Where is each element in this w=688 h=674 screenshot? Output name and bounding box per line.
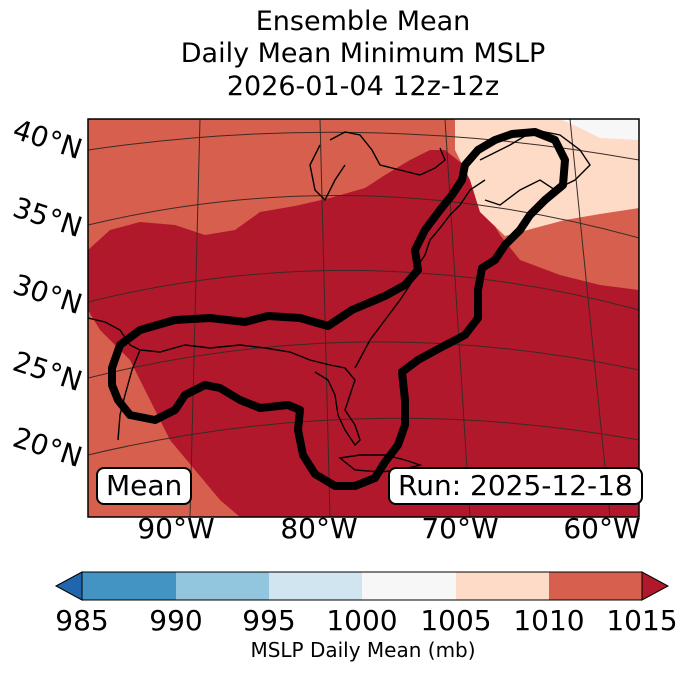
colorbar-segment-995-1000 xyxy=(269,572,362,600)
colorbar-frame xyxy=(81,571,643,601)
colorbar-tick-990: 990 xyxy=(149,604,203,637)
colorbar-extend-low xyxy=(54,571,83,601)
colorbar-segment-990-995 xyxy=(176,572,269,600)
lon-label-60w: 60°W xyxy=(563,512,641,545)
field-band-1010-1015-corner xyxy=(88,119,260,210)
colorbar-tick-995: 995 xyxy=(242,604,296,637)
colorbar-extend-high xyxy=(641,571,670,601)
colorbar-segment-1000-1005 xyxy=(362,572,456,600)
colorbar-tick-985: 985 xyxy=(55,604,109,637)
field-band-1000-1005 xyxy=(560,119,639,140)
lon-label-80w: 80°W xyxy=(280,512,358,545)
colorbar-tick-1010: 1010 xyxy=(513,604,585,637)
lon-label-70w: 70°W xyxy=(421,512,499,545)
colorbar xyxy=(54,571,670,601)
map-frame xyxy=(87,118,640,518)
colorbar-segment-1005-1010 xyxy=(456,572,549,600)
colorbar-tick-1000: 1000 xyxy=(326,604,398,637)
colorbar-tick-1005: 1005 xyxy=(420,604,492,637)
colorbar-segment-1010-1015 xyxy=(549,572,642,600)
title-line-2: Daily Mean Minimum MSLP xyxy=(180,38,546,69)
colorbar-segment-985-990 xyxy=(82,572,176,600)
colorbar-tick-1015: 1015 xyxy=(606,604,678,637)
run-date-box: Run: 2025-12-18 xyxy=(388,467,643,505)
contour-1015 xyxy=(108,128,569,490)
lon-label-90w: 90°W xyxy=(137,512,215,545)
mean-label-box: Mean xyxy=(96,467,193,505)
field-band-1005-1010 xyxy=(455,119,639,236)
graticule xyxy=(88,119,639,517)
field-band-1010-1015-west xyxy=(88,310,240,517)
colorbar-label: MSLP Daily Mean (mb) xyxy=(250,638,476,662)
title-line-3: 2026-01-04 12z-12z xyxy=(226,71,500,102)
title-line-1: Ensemble Mean xyxy=(255,6,471,37)
field-region-above-1015 xyxy=(88,150,639,517)
